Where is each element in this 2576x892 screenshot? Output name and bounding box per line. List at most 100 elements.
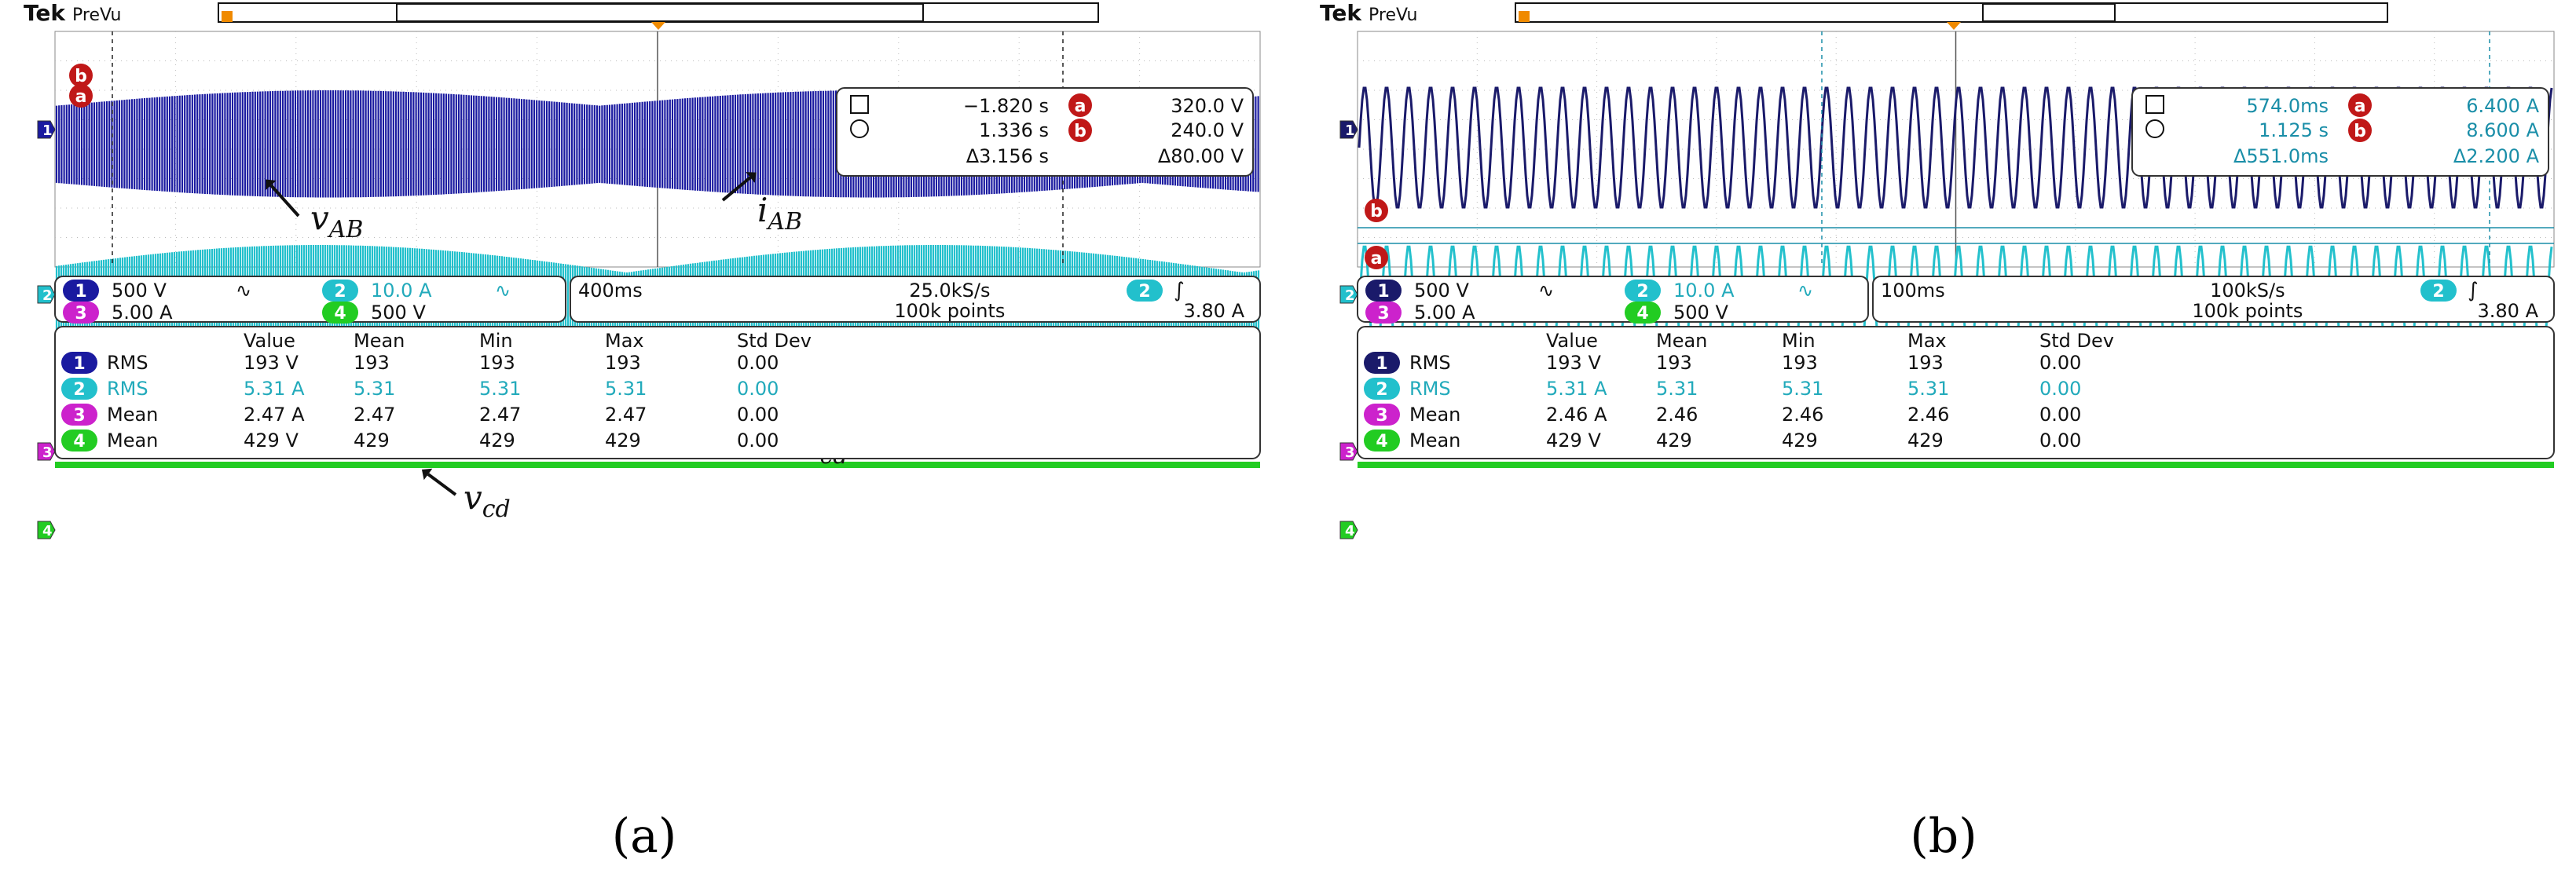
meas-row-4-std: 0.00 [2039,430,2081,451]
meas-row-4-max: 429 [605,430,641,451]
annotation-arrowhead [421,468,433,481]
scale-ch2-value: 10.0 A [1673,280,1735,302]
readout-badge-b-letter: b [1074,122,1086,141]
meas-row-2-min: 5.31 [479,378,521,400]
meas-row-3-value: 2.47 A [244,404,305,426]
cursor-badge-a-bg [1365,246,1388,269]
timebase-sample-rate: 100kS/s [2210,280,2285,302]
meas-header-value: Value [244,330,295,352]
readout-badge-a-letter: a [1075,97,1086,116]
channel-scale-box [1357,276,1869,323]
meas-row-1-max: 193 [605,352,641,374]
annotation-arrowhead [746,172,757,183]
timebase-points: 100k points [894,300,1005,322]
timebase-time-div: 100ms [1881,280,1945,302]
cursor-badge-a-letter: a [1371,249,1383,269]
cursor-b-time: 1.336 s [979,119,1049,141]
cursor-badge-b-letter: b [1370,202,1383,221]
meas-row-4-type: Mean [107,430,158,451]
cursor-a-time: −1.820 s [963,95,1049,117]
cursor-badge-b-bg [69,64,93,87]
cursor-delta-time: Δ551.0ms [2233,145,2329,167]
meas-row-1-mean: 193 [354,352,390,374]
scale-ch3-num: 3 [1377,304,1389,324]
cursor-badge-a-bg [69,84,93,108]
ch2-marker-num: 2 [1345,287,1355,304]
ch3-marker [1339,442,1358,461]
cursor-b-value: 240.0 V [1171,119,1244,141]
meas-row-1-type: RMS [107,352,148,374]
record-bar [218,2,1099,23]
meas-header-mean: Mean [1656,330,1707,352]
ch1-marker [37,120,56,139]
meas-row-ch2-num: 2 [1376,380,1387,400]
meas-header-min: Min [1782,330,1816,352]
cursor-a-value: 320.0 V [1171,95,1244,117]
scale-ch2-coupling: ∿ [1797,280,1813,302]
scale-ch4-bg [322,302,358,324]
trigger-ch-num: 2 [2432,282,2444,302]
cursor-b-circle-icon [2145,119,2164,138]
scale-ch1-coupling: ∿ [236,280,251,302]
meas-row-2-std: 0.00 [2039,378,2081,400]
ch2-marker [1339,285,1358,304]
ch1-marker [1339,120,1358,139]
meas-row-3-max: 2.47 [605,404,647,426]
cursor-readout-box [836,87,1254,177]
scale-ch1-num: 1 [1377,282,1389,302]
meas-row-1-std: 0.00 [737,352,779,374]
scale-ch2-num: 2 [334,282,346,302]
meas-header-std-dev: Std Dev [737,330,812,352]
meas-row-3-mean: 2.47 [354,404,395,426]
meas-row-4-mean: 429 [1656,430,1692,451]
meas-row-4-mean: 429 [354,430,390,451]
record-bar [1515,2,2388,23]
meas-row-2-min: 5.31 [1782,378,1823,400]
meas-row-1-min: 193 [1782,352,1818,374]
record-view-window [396,3,924,22]
timebase-time-div: 400ms [578,280,643,302]
trigger-level: 3.80 A [2478,300,2539,322]
meas-row-ch3-bg [1364,404,1400,426]
meas-row-3-value: 2.46 A [1546,404,1607,426]
ch4-marker [1339,521,1358,539]
ch1-marker-num: 1 [42,122,53,139]
trigger-ch-num: 2 [1138,282,1150,302]
channel-scale-box [54,276,566,323]
ch4-trace [55,462,1260,468]
meas-row-1-value: 193 V [244,352,299,374]
cursor-badge-b-bg [1365,199,1388,222]
scale-ch4-bg [1625,302,1661,324]
meas-row-3-type: Mean [107,404,158,426]
record-view-window [1982,3,2116,22]
ch2-marker [37,285,56,304]
meas-row-2-value: 5.31 A [244,378,305,400]
scale-ch1-bg [1365,280,1402,302]
readout-badge-a-bg [1068,93,1092,117]
scale-ch3-num: 3 [75,304,86,324]
meas-row-2-type: RMS [107,378,148,400]
scale-ch4-num: 4 [334,304,346,324]
meas-row-4-value: 429 V [244,430,299,451]
timebase-box [570,276,1261,323]
cursor-badge-b-letter: b [75,67,87,86]
meas-row-1-max: 193 [1907,352,1944,374]
cursor-delta-time: Δ3.156 s [966,145,1049,167]
trigger-pos-marker [1519,11,1530,22]
meas-header-value: Value [1546,330,1598,352]
meas-row-4-std: 0.00 [737,430,779,451]
scale-ch3-value: 5.00 A [1414,302,1475,324]
measurement-table [54,326,1261,459]
meas-row-2-std: 0.00 [737,378,779,400]
trigger-ch-bg [2420,280,2457,302]
brand-label: Tek [24,0,66,26]
meas-row-1-mean: 193 [1656,352,1692,374]
cursor-a-time: 574.0ms [2246,95,2329,117]
scale-ch2-coupling: ∿ [495,280,511,302]
meas-row-1-value: 193 V [1546,352,1601,374]
ch4-trace [1358,462,2554,468]
meas-row-3-mean: 2.46 [1656,404,1698,426]
